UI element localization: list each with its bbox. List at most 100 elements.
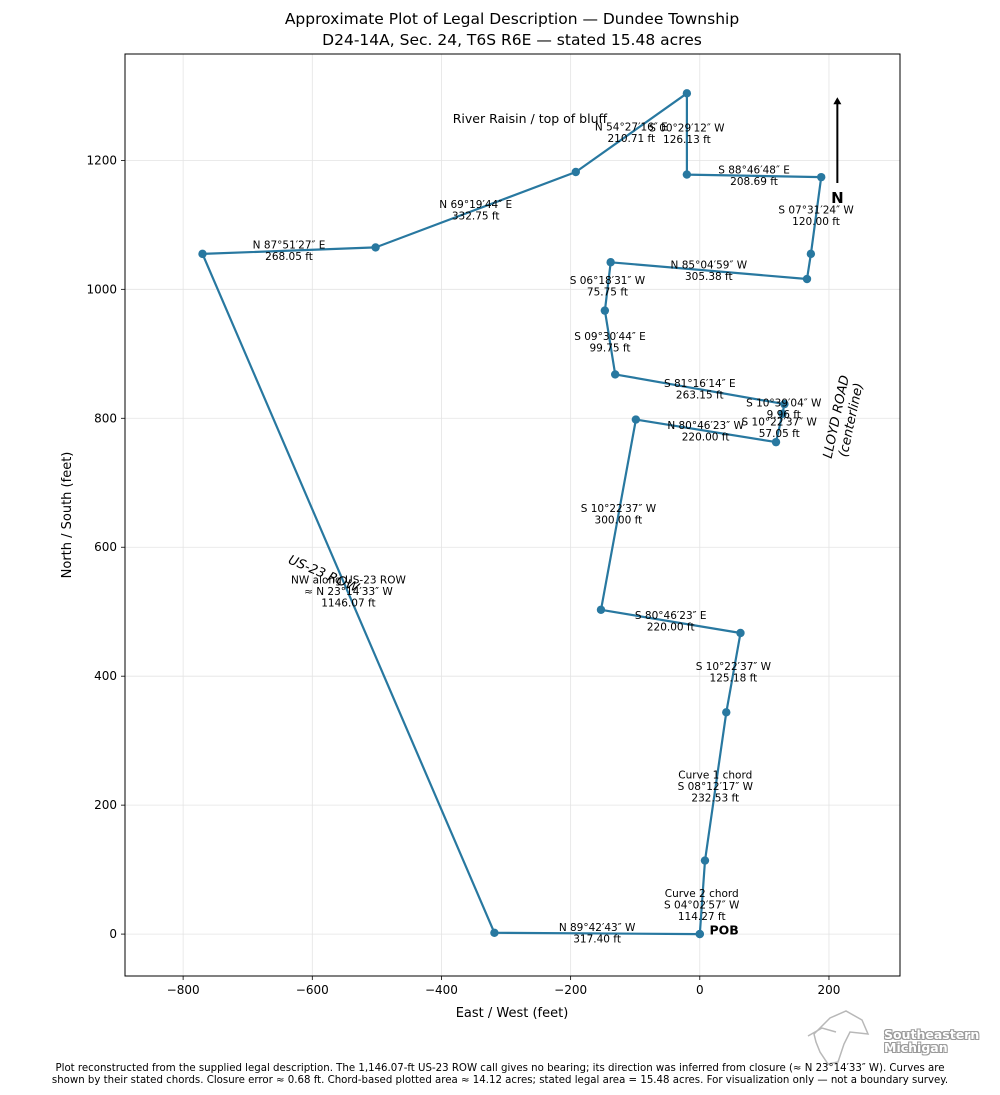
annotation-line: 300.00 ft <box>595 515 643 527</box>
annotation-line: 57.05 ft <box>759 428 800 440</box>
vertex-point <box>571 167 580 177</box>
grid <box>125 54 900 976</box>
michigan-map-icon <box>807 1010 870 1065</box>
annotation-line: 75.75 ft <box>587 286 628 298</box>
y-axis-label: North / South (feet) <box>60 452 75 579</box>
annotation-line: 332.75 ft <box>452 210 500 222</box>
annotation-line: 208.69 ft <box>730 176 778 188</box>
annotation-line: 9.96 ft <box>767 409 801 421</box>
y-tick-label: 600 <box>94 540 117 554</box>
annotation-line: N 80°46′23″ W <box>667 420 744 432</box>
x-tick-label: −200 <box>554 983 587 997</box>
axis-ticks: −800 −600 −400 −200 0 200 0 200 400 600 800 1000 120… <box>86 153 840 997</box>
annotation-line: NW along US-23 ROW <box>291 575 406 587</box>
north-arrow-head-icon <box>833 97 842 105</box>
footnote-line-1: Plot reconstructed from the supplied leg… <box>55 1063 945 1074</box>
annotation-line: S 09°30′44″ E <box>574 331 646 343</box>
y-tick-label: 1200 <box>86 153 117 167</box>
ann-s06-75: S 06°18′31″ W75.75 ft <box>570 275 646 299</box>
annotation-line: Curve 2 chord <box>665 888 739 900</box>
vertex-point <box>610 370 620 379</box>
annotation-line: S 88°46′48″ E <box>718 165 790 177</box>
annotation-line: S 10°39′04″ W <box>746 397 822 409</box>
annotation-line: N 89°42′43″ W <box>559 922 636 934</box>
chart: Approximate Plot of Legal Description — … <box>60 10 901 1021</box>
vertex-point <box>682 89 692 98</box>
annotation-line: Curve 1 chord <box>678 769 752 781</box>
vertex-point <box>695 929 704 939</box>
vertex-point <box>780 399 789 409</box>
logo-line-1: Southeastern <box>884 1027 980 1042</box>
footnote-line-2: shown by their stated chords. Closure er… <box>51 1075 949 1086</box>
vertex-point <box>806 249 816 259</box>
vertex-point <box>631 415 641 424</box>
boundary-line <box>201 92 823 936</box>
annotation-line: ≈ N 23°14′33″ W <box>304 586 393 598</box>
x-tick-label: −600 <box>296 983 329 997</box>
ann-s10-57: S 10°22′37″ W57.05 ft <box>742 417 818 441</box>
annotation-line: 317.40 ft <box>573 934 621 946</box>
vertex-point <box>771 437 781 447</box>
annotation-line: S 00°29′12″ W <box>649 123 725 135</box>
vertex-point <box>802 274 812 284</box>
north-label: N <box>831 189 844 207</box>
logo-line-2: Michigan <box>884 1040 948 1055</box>
annotation-line: N 54°27′16″ E <box>595 121 668 133</box>
footnote: Plot reconstructed from the supplied leg… <box>0 1063 1000 1087</box>
ann-s10-996: S 10°39′04″ W9.96 ft <box>746 397 822 421</box>
annotation-line: 220.00 ft <box>647 622 695 634</box>
logo: Southeastern Michigan <box>806 1008 996 1068</box>
annotation-line: S 10°22′37″ W <box>581 503 657 515</box>
y-tick-label: 200 <box>94 798 117 812</box>
x-tick-label: −400 <box>425 983 458 997</box>
chart-subtitle: D24-14A, Sec. 24, T6S R6E — stated 15.48… <box>322 31 702 49</box>
annotation-line: 305.38 ft <box>685 271 733 283</box>
annotation-line: 263.15 ft <box>676 390 724 402</box>
annotation-line: S 08°12′17″ W <box>678 781 754 793</box>
vertex-point <box>778 409 787 418</box>
vertex-point <box>722 708 731 717</box>
annotation-line: 1146.07 ft <box>321 598 375 610</box>
annotation-line: 114.27 ft <box>678 911 726 923</box>
annotation-line: 125.18 ft <box>710 673 758 685</box>
vertex-point <box>596 605 606 614</box>
annotation-line: S 07°31′24″ W <box>778 205 854 217</box>
annotation-line: 232.53 ft <box>691 792 739 804</box>
river-label: River Raisin / top of bluff <box>453 111 608 126</box>
y-tick-label: 0 <box>109 927 117 941</box>
pob-label: POB <box>709 923 738 938</box>
vertex-point <box>371 243 380 252</box>
annotation-line: S 06°18′31″ W <box>570 275 646 287</box>
annotation-line: S 10°22′37″ W <box>742 417 818 429</box>
annotation-line: 120.00 ft <box>792 216 840 228</box>
vertex-point <box>198 249 207 259</box>
y-tick-label: 400 <box>94 669 117 683</box>
boundary-series <box>198 89 826 939</box>
ann-s09-99: S 09°30′44″ E99.75 ft <box>574 331 646 355</box>
x-tick-label: −800 <box>167 983 200 997</box>
x-tick-label: 200 <box>818 983 841 997</box>
logo-text: Southeastern Michigan <box>884 1028 979 1054</box>
annotation-line: S 81°16′14″ E <box>664 378 736 390</box>
vertex-point <box>490 928 499 938</box>
vertex-point <box>606 258 615 267</box>
annotation-line: S 80°46′23″ E <box>635 610 707 622</box>
annotation-line: S 04°02′57″ W <box>664 900 740 912</box>
vertex-point <box>736 628 745 638</box>
annotation-line: 220.00 ft <box>682 431 730 443</box>
vertex-point <box>682 170 692 179</box>
ann-us23-row: NW along US-23 ROW≈ N 23°14′33″ W1146.07… <box>291 575 406 610</box>
annotation-line: 126.13 ft <box>663 134 711 146</box>
